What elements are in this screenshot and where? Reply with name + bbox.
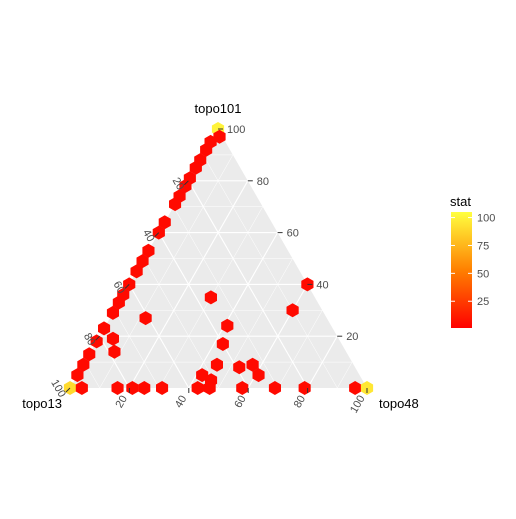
tick-label-topo48: 100 [348, 394, 368, 416]
legend-label: 75 [477, 240, 489, 252]
tick-label-topo48: 80 [292, 394, 309, 411]
legend-label: 100 [477, 213, 495, 225]
tick-label-topo101: 20 [346, 331, 358, 343]
tick-label-topo48: 40 [173, 394, 190, 411]
legend-label: 50 [477, 268, 489, 280]
axis-title-topo13: topo13 [22, 396, 62, 411]
legend-colorbar [451, 212, 472, 328]
tick-label-topo48: 20 [113, 394, 130, 411]
tick-label-topo48: 60 [232, 394, 249, 411]
tick-label-topo101: 100 [227, 124, 245, 136]
color-legend: stat 25 50 75 100 [450, 194, 495, 328]
legend-title: stat [450, 194, 471, 209]
tick-label-topo101: 40 [316, 279, 328, 291]
axis-title-topo48: topo48 [379, 396, 419, 411]
legend-label: 25 [477, 296, 489, 308]
tick-label-topo101: 80 [257, 176, 269, 188]
axis-title-topo101: topo101 [195, 101, 242, 116]
tick-label-topo101: 60 [287, 228, 299, 240]
legend-gradient [451, 212, 472, 328]
